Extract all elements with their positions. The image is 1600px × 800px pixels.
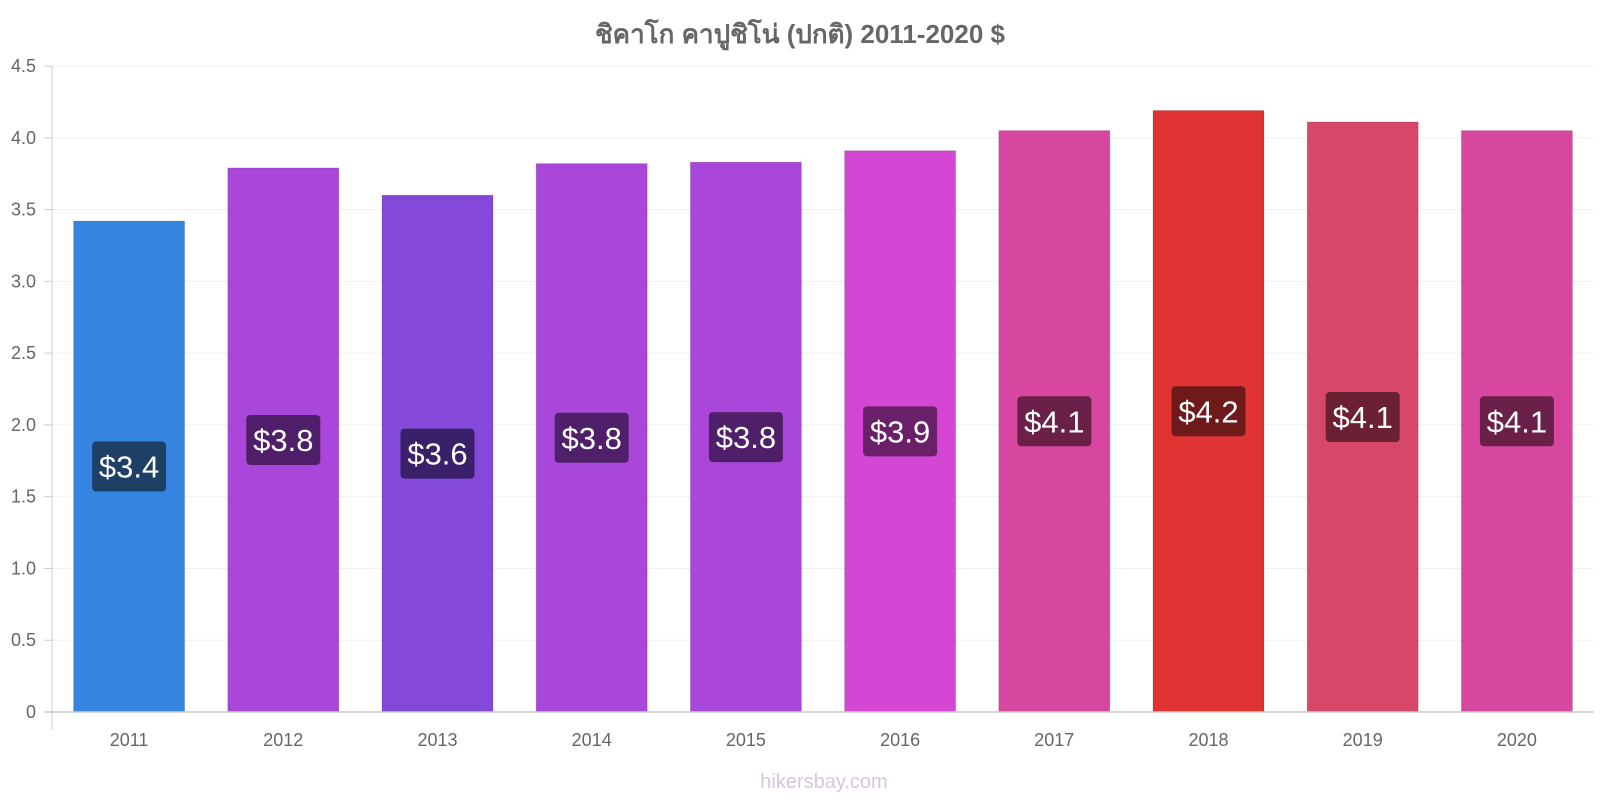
data-label-text: $3.8 [562, 421, 622, 456]
data-label-text: $3.4 [99, 450, 159, 485]
data-label-2012: $3.8 [246, 414, 321, 465]
y-tick-label: 0.5 [11, 630, 36, 650]
data-label-2016: $3.9 [863, 406, 938, 457]
data-label-2014: $3.8 [554, 412, 629, 463]
y-tick-label: 3.5 [11, 200, 36, 220]
x-tick-label: 2020 [1497, 730, 1537, 750]
data-label-text: $4.1 [1487, 404, 1547, 439]
data-label-bg [554, 412, 629, 463]
data-label-bg [1017, 396, 1092, 447]
data-label-2020: $4.1 [1479, 396, 1554, 447]
data-label-bg [708, 412, 783, 463]
data-label-bg [400, 428, 475, 479]
data-label-text: $3.6 [407, 437, 467, 472]
x-axis-ticks: 2011 2012 2013 2014 2015 2016 2017 2018 2019 2020 [110, 730, 1537, 750]
data-label-text: $3.8 [253, 423, 313, 458]
data-label-2011: $3.4 [92, 441, 167, 492]
x-tick-label: 2014 [572, 730, 612, 750]
x-tick-label: 2016 [880, 730, 920, 750]
y-tick-label: 2.5 [11, 343, 36, 363]
y-tick-label: 3.0 [11, 271, 36, 291]
x-tick-label: 2015 [726, 730, 766, 750]
data-label-bg [92, 441, 167, 492]
data-label-text: $4.1 [1333, 400, 1393, 435]
y-tick-label: 4.5 [11, 56, 36, 76]
data-label-bg [1171, 386, 1246, 437]
data-label-2015: $3.8 [708, 412, 783, 463]
data-label-bg [1479, 396, 1554, 447]
data-label-text: $4.2 [1178, 394, 1238, 429]
chart-title: ชิคาโก คาปูชิโน่ (ปกติ) 2011-2020 $ [595, 18, 1005, 51]
data-label-bg [863, 406, 938, 457]
y-tick-label: 0 [26, 702, 36, 722]
data-label-text: $4.1 [1024, 404, 1084, 439]
x-tick-label: 2011 [110, 730, 149, 750]
data-label-2018: $4.2 [1171, 386, 1246, 437]
y-tick-label: 1.0 [11, 558, 36, 578]
data-label-text: $3.9 [870, 414, 930, 449]
x-tick-label: 2018 [1188, 730, 1228, 750]
data-label-2019: $4.1 [1325, 391, 1400, 442]
y-tick-label: 1.5 [11, 487, 36, 507]
y-tick-label: 4.0 [11, 128, 36, 148]
x-tick-label: 2013 [417, 730, 457, 750]
y-axis-ticks: 0 0.5 1.0 1.5 2.0 2.5 3.0 3.5 4.0 4.5 [11, 56, 36, 722]
y-tick-label: 2.0 [11, 415, 36, 435]
data-label-bg [246, 414, 321, 465]
data-label-2017: $4.1 [1017, 396, 1092, 447]
data-label-text: $3.8 [716, 420, 776, 455]
data-label-bg [1325, 391, 1400, 442]
data-labels: $3.4 $3.8 $3.6 $3.8 $3.8 $3.9 $4.1 $4.2 $4.1 $4.1 [92, 386, 1554, 492]
watermark: hikersbay.com [760, 771, 887, 793]
x-tick-label: 2017 [1034, 730, 1074, 750]
x-tick-label: 2019 [1343, 730, 1383, 750]
data-label-2013: $3.6 [400, 428, 475, 479]
x-tick-label: 2012 [263, 730, 303, 750]
